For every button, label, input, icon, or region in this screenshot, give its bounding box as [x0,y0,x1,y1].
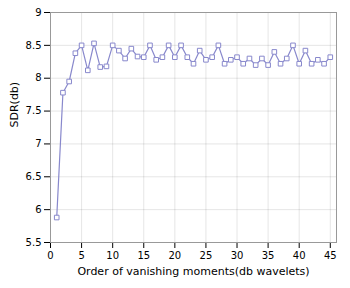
svg-text:10: 10 [106,250,119,261]
svg-text:8.5: 8.5 [26,40,42,51]
svg-text:5: 5 [78,250,84,261]
svg-text:6: 6 [35,204,41,215]
svg-text:6.5: 6.5 [26,171,42,182]
svg-text:SDR(db): SDR(db) [8,82,21,128]
svg-text:15: 15 [137,250,150,261]
svg-text:Order of vanishing moments(db: Order of vanishing moments(db wavelets) [77,265,309,278]
svg-text:5.5: 5.5 [26,237,42,248]
svg-text:30: 30 [231,250,244,261]
svg-text:0: 0 [47,250,53,261]
svg-text:9: 9 [35,7,41,18]
svg-text:20: 20 [168,250,181,261]
svg-text:40: 40 [293,250,306,261]
svg-text:7: 7 [35,138,41,149]
svg-text:45: 45 [324,250,337,261]
svg-text:25: 25 [200,250,213,261]
svg-text:7.5: 7.5 [26,105,42,116]
svg-text:35: 35 [262,250,275,261]
svg-text:8: 8 [35,72,41,83]
